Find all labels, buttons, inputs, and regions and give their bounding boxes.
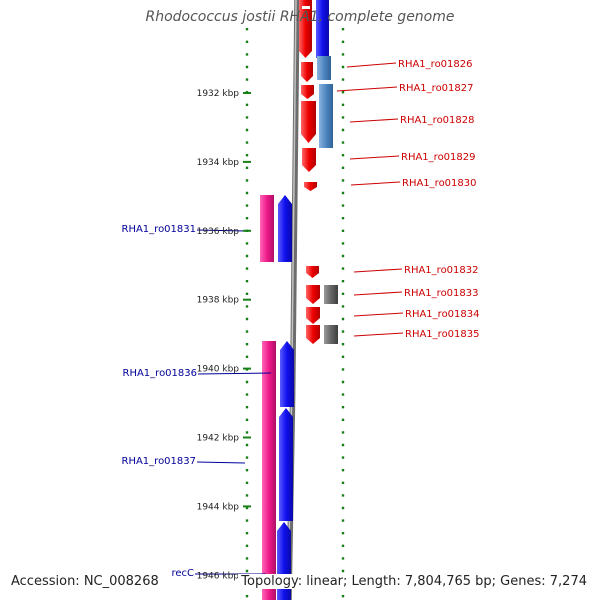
cds-RHA1_ro01827[interactable] bbox=[317, 56, 331, 80]
gene-RHA1_ro01830[interactable] bbox=[304, 182, 317, 191]
gene-RHA1_ro01836-to-recC[interactable] bbox=[262, 341, 276, 600]
gene-RHA1_ro01831[interactable] bbox=[260, 195, 274, 262]
scale-tick-label: 1942 kbp bbox=[197, 434, 240, 444]
leader-line bbox=[349, 155, 400, 160]
leader-line bbox=[196, 461, 246, 464]
gene-label-RHA1_ro01832[interactable]: RHA1_ro01832 bbox=[404, 265, 479, 276]
gene-label-recC[interactable]: recC bbox=[171, 568, 194, 579]
leader-line bbox=[353, 312, 404, 317]
cds-RHA1_ro01836[interactable] bbox=[280, 341, 294, 407]
gene-label-RHA1_ro01831[interactable]: RHA1_ro01831 bbox=[122, 224, 197, 235]
scale-ticks bbox=[243, 92, 251, 577]
leader-line bbox=[353, 291, 403, 296]
cds-RHA1_ro01828[interactable] bbox=[319, 84, 333, 148]
scale-tick-label: 1946 kbp bbox=[197, 571, 240, 581]
scale-tick-label: 1944 kbp bbox=[197, 502, 240, 512]
gene-start-marker[interactable] bbox=[302, 6, 310, 9]
gene-features bbox=[260, 0, 338, 600]
cds-RHA1_ro01837[interactable] bbox=[279, 408, 293, 521]
cds-RHA1_ro01831[interactable] bbox=[278, 195, 292, 262]
gene-RHA1_ro01829[interactable] bbox=[302, 148, 316, 172]
gene-label-RHA1_ro01836[interactable]: RHA1_ro01836 bbox=[123, 368, 198, 379]
genome-title: Rhodococcus jostii RHA1, complete genome bbox=[145, 9, 455, 25]
scale-tick-label: 1940 kbp bbox=[197, 365, 240, 375]
leader-line bbox=[197, 372, 272, 375]
gene-RHA1_ro01832[interactable] bbox=[306, 266, 319, 278]
gene-RHA1_ro01834[interactable] bbox=[306, 307, 320, 324]
gene-RHA1_ro01828a[interactable] bbox=[301, 85, 314, 99]
scale-tick-label: 1938 kbp bbox=[197, 296, 240, 306]
gene-label-RHA1_ro01835[interactable]: RHA1_ro01835 bbox=[405, 329, 480, 340]
leader-line bbox=[346, 62, 397, 68]
cds-RHA1_ro01833[interactable] bbox=[324, 285, 338, 304]
gene-label-RHA1_ro01827[interactable]: RHA1_ro01827 bbox=[399, 83, 474, 94]
scale-tick-label: 1932 kbp bbox=[197, 89, 240, 99]
accession-text: Accession: NC_008268 bbox=[9, 574, 161, 589]
gene-label-RHA1_ro01829[interactable]: RHA1_ro01829 bbox=[401, 152, 476, 163]
gene-label-RHA1_ro01833[interactable]: RHA1_ro01833 bbox=[404, 288, 479, 299]
gene-label-RHA1_ro01834[interactable]: RHA1_ro01834 bbox=[405, 309, 480, 320]
leader-line bbox=[336, 86, 398, 92]
gene-label-RHA1_ro01828[interactable]: RHA1_ro01828 bbox=[400, 115, 475, 126]
leader-line bbox=[353, 332, 404, 337]
cds-RHA1_ro01835[interactable] bbox=[324, 325, 338, 344]
leader-line bbox=[349, 118, 399, 123]
genome-summary-text: Topology: linear; Length: 7,804,765 bp; … bbox=[238, 574, 590, 589]
feature-labels: 1932 kbp 1934 kbp 1936 kbp 1938 kbp 1940 kbp… bbox=[122, 59, 480, 581]
gene-RHA1_ro01833[interactable] bbox=[306, 285, 320, 304]
leader-line bbox=[353, 268, 403, 273]
gene-RHA1_ro01827[interactable] bbox=[301, 62, 313, 82]
gene-RHA1_ro01828[interactable] bbox=[301, 101, 316, 143]
gene-label-RHA1_ro01837[interactable]: RHA1_ro01837 bbox=[122, 456, 197, 467]
scale-tick-label: 1936 kbp bbox=[197, 227, 240, 237]
gene-RHA1_ro01835[interactable] bbox=[306, 325, 320, 344]
label-leader-lines bbox=[195, 62, 404, 575]
gene-RHA1_ro01826[interactable] bbox=[299, 0, 312, 58]
scale-tick-label: 1934 kbp bbox=[197, 158, 240, 168]
leader-line bbox=[196, 229, 246, 232]
cds-RHA1_ro01826[interactable] bbox=[316, 0, 329, 58]
leader-line bbox=[350, 181, 401, 186]
gene-label-RHA1_ro01830[interactable]: RHA1_ro01830 bbox=[402, 178, 477, 189]
gene-label-RHA1_ro01826[interactable]: RHA1_ro01826 bbox=[398, 59, 473, 70]
